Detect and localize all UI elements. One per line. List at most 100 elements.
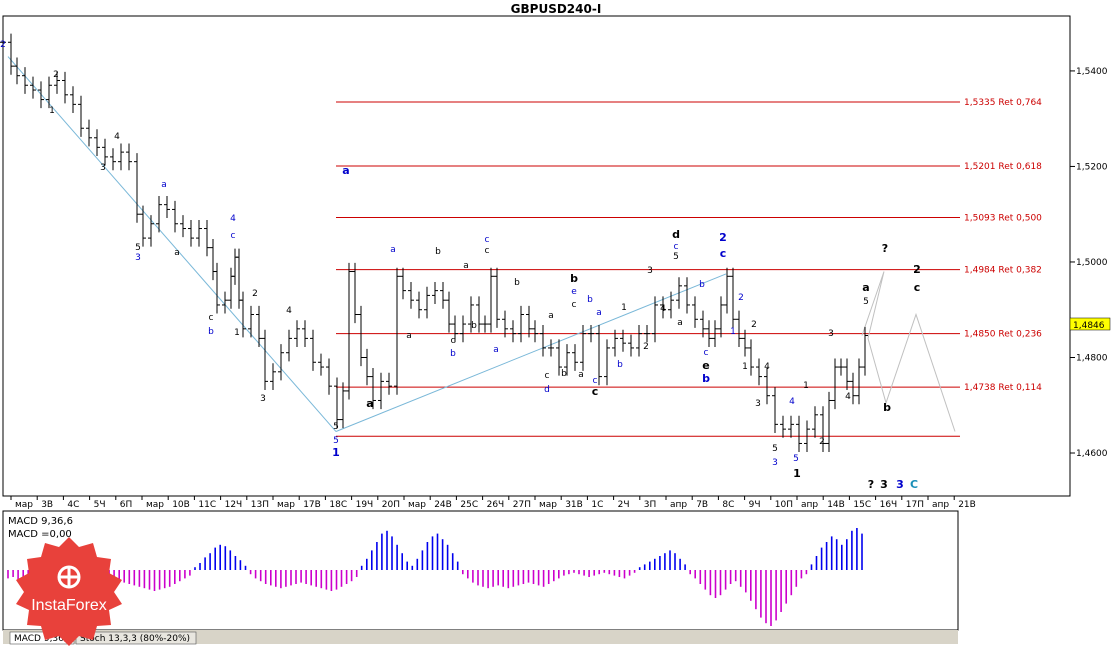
- price-axis: 1,5400 1,5200 1,5000 1,4800 1,4600: [1070, 67, 1108, 459]
- y-tick-label-1: 1,5200: [1076, 162, 1108, 172]
- wave-label-40: b: [587, 295, 593, 305]
- wave-label-31: a: [493, 345, 499, 355]
- wave-label-46: b: [617, 360, 623, 370]
- tab-stoch-label: Stoch 13,3,3 (80%-20%): [80, 634, 190, 644]
- wave-label-52: 4: [660, 304, 666, 314]
- wave-label-26: b: [450, 349, 456, 359]
- wave-label-50: c: [674, 242, 679, 252]
- wave-label-16: 3: [260, 394, 266, 404]
- wave-label-34: c: [545, 371, 550, 381]
- projection-line: [861, 271, 956, 432]
- wave-label-79: c: [914, 281, 921, 294]
- x-tick-label-28: 9Ч: [749, 500, 761, 510]
- wave-label-30: b: [471, 321, 477, 331]
- wave-label-32: b: [514, 278, 520, 288]
- wave-label-9: 4: [230, 214, 236, 224]
- wave-label-81: ?: [868, 478, 874, 491]
- x-tick-label-9: 13П: [251, 500, 269, 510]
- x-tick-label-5: мар: [146, 500, 164, 510]
- wave-label-63: 1: [742, 362, 748, 372]
- wave-label-72: 2: [819, 437, 825, 447]
- wave-label-48: 3: [647, 266, 653, 276]
- wave-label-54: b: [699, 280, 705, 290]
- x-tick-label-25: апр: [670, 500, 687, 510]
- x-tick-label-6: 10В: [172, 500, 190, 510]
- wave-label-77: ?: [882, 242, 888, 255]
- y-tick-label-0: 1,5400: [1076, 67, 1108, 77]
- wave-label-66: 4: [789, 397, 795, 407]
- projection-path: [861, 271, 956, 432]
- wave-label-43: a: [578, 370, 584, 380]
- x-tick-label-12: 18С: [329, 500, 347, 510]
- wave-label-8: a: [174, 248, 180, 258]
- x-tick-label-18: 26Ч: [487, 500, 505, 510]
- x-tick-label-2: 4С: [67, 500, 79, 510]
- x-tick-label-22: 1С: [591, 500, 603, 510]
- instaforex-logo: InstaForex: [16, 537, 122, 646]
- main-pane-frame: [2, 15, 1071, 497]
- wave-label-47: 2: [643, 342, 649, 352]
- wave-label-51: 5: [673, 252, 679, 262]
- wave-label-49: d: [672, 228, 680, 241]
- chart-title: GBPUSD240-I: [511, 2, 602, 16]
- macd-histogram: [7, 528, 863, 626]
- x-tick-label-29: 10П: [775, 500, 793, 510]
- fib-label-1: 1,5201 Ret 0,618: [964, 162, 1042, 172]
- wave-label-73: 3: [828, 329, 834, 339]
- wave-label-22: a: [390, 245, 396, 255]
- wave-label-42: 1: [621, 303, 627, 313]
- x-tick-label-20: мар: [539, 500, 557, 510]
- wave-label-68: 5: [772, 444, 778, 454]
- y-tick-label-4: 1,4600: [1076, 449, 1108, 459]
- wave-label-24: a: [406, 331, 412, 341]
- wave-label-0: 2: [0, 40, 6, 50]
- x-tick-label-4: 6П: [120, 500, 133, 510]
- x-tick-label-30: апр: [801, 500, 818, 510]
- x-tick-label-21: 31В: [565, 500, 583, 510]
- wave-label-10: c: [231, 231, 236, 241]
- wave-label-82: 3: [880, 478, 888, 491]
- wave-label-83: 3: [896, 478, 904, 491]
- wave-label-57: c: [704, 348, 709, 358]
- x-tick-label-15: мар: [408, 500, 426, 510]
- wave-label-70: 5: [793, 454, 799, 464]
- x-tick-label-17: 25С: [460, 500, 478, 510]
- x-tick-label-8: 12Ч: [225, 500, 243, 510]
- fib-label-0: 1,5335 Ret 0,764: [964, 98, 1042, 108]
- x-tick-label-33: 16Ч: [880, 500, 898, 510]
- wave-label-4: 3: [100, 163, 106, 173]
- wave-label-33: a: [548, 311, 554, 321]
- wave-label-17: a: [342, 164, 349, 177]
- wave-label-76: 5: [863, 297, 869, 307]
- wave-label-60: 2: [738, 293, 744, 303]
- x-tick-label-36: 21В: [958, 500, 976, 510]
- wave-label-45: c: [592, 385, 599, 398]
- wave-label-19: 5: [333, 436, 339, 446]
- logo-text: InstaForex: [31, 597, 107, 614]
- fib-levels: 1,5335 Ret 0,764 1,5201 Ret 0,618 1,5093 R…: [336, 98, 1042, 437]
- wave-label-69: 3: [772, 458, 778, 468]
- tab-macd-label: MACD 9,36,6: [14, 634, 73, 644]
- wave-label-13: b: [208, 327, 214, 337]
- wave-label-23: b: [435, 247, 441, 257]
- wave-label-5: a: [161, 180, 167, 190]
- wave-label-25: c: [451, 336, 456, 346]
- x-tick-label-11: 17В: [303, 500, 321, 510]
- wave-label-36: b: [561, 369, 567, 379]
- wave-label-27: a: [463, 261, 469, 271]
- x-tick-label-24: 3П: [644, 500, 657, 510]
- wave-label-21: a: [366, 397, 373, 410]
- y-tick-label-2: 1,5000: [1076, 258, 1108, 268]
- macd-value-label: MACD =0,00: [8, 529, 72, 540]
- logo-badge-shape: [16, 537, 122, 646]
- x-tick-label-1: 3В: [41, 500, 53, 510]
- wave-label-80: b: [883, 401, 891, 414]
- wave-label-37: b: [570, 272, 578, 285]
- macd-pane-frame: [2, 510, 959, 631]
- wave-label-28: c: [485, 235, 490, 245]
- x-tick-label-13: 19Ч: [356, 500, 374, 510]
- wave-label-11: 2: [252, 289, 258, 299]
- logo-mark-icon: [57, 565, 81, 589]
- trend-line-down: [7, 56, 337, 432]
